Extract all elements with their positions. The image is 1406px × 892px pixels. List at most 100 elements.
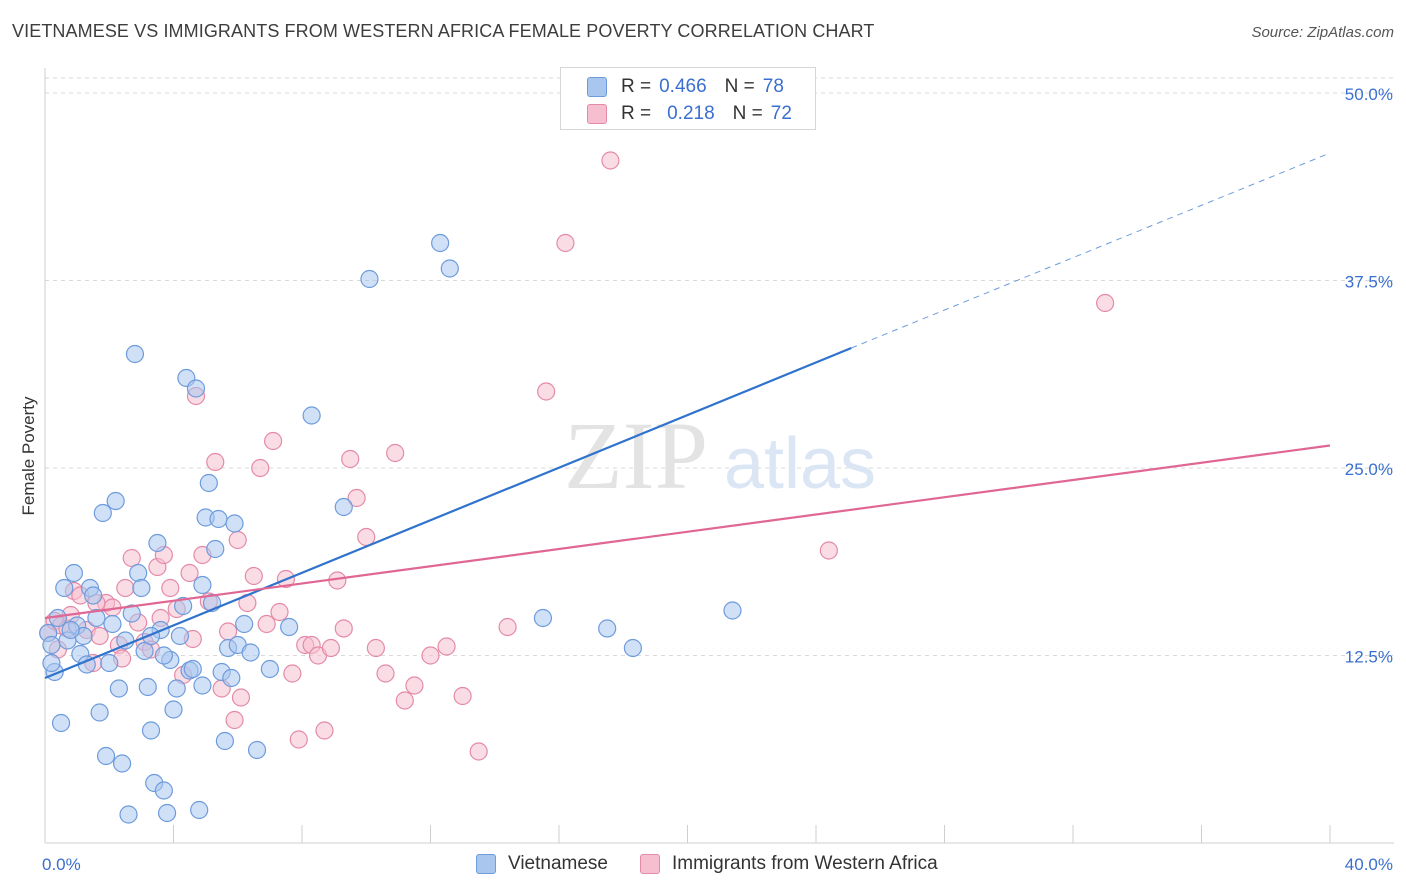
western-africa-point	[601, 151, 620, 170]
vietnamese-point	[186, 379, 206, 398]
western-africa-point	[366, 638, 385, 658]
vietnamese-point	[623, 638, 642, 658]
correlation-legend: R = 0.466 N = 78 R = 0.218 N = 72	[560, 67, 816, 130]
vietnamese-point	[241, 643, 260, 662]
vietnamese-point	[112, 754, 132, 773]
y-axis-label: Female Poverty	[19, 396, 38, 516]
western-africa-point	[537, 382, 556, 401]
western-africa-point	[376, 664, 395, 683]
vietnamese-point	[129, 563, 148, 583]
vietnamese-point	[55, 578, 74, 598]
vietnamese-point	[42, 653, 61, 673]
western-africa-point	[228, 530, 247, 550]
watermark-atlas: atlas	[724, 424, 876, 504]
vietnamese-point	[42, 635, 61, 655]
western-africa-point	[334, 619, 353, 638]
vietnamese-point	[225, 514, 244, 533]
vietnamese-point	[533, 608, 553, 628]
vietnamese-point	[122, 604, 141, 623]
vietnamese-point	[90, 703, 109, 722]
vietnamese-point	[87, 608, 106, 628]
y-tick-label: 50.0%	[1345, 85, 1393, 104]
western-africa-point	[321, 638, 341, 658]
chart-title: VIETNAMESE VS IMMIGRANTS FROM WESTERN AF…	[12, 21, 875, 41]
western-africa-point	[231, 688, 251, 707]
legend-label-vietnamese: Vietnamese	[508, 853, 608, 874]
western-africa-point	[180, 563, 199, 583]
vietnamese-point	[106, 491, 125, 511]
western-africa-point	[283, 664, 302, 683]
western-africa-point	[122, 548, 141, 568]
western-africa-point	[405, 676, 424, 695]
western-africa-point	[270, 602, 289, 622]
x-tick-label-min: 0.0%	[42, 855, 81, 874]
y-tick-label: 12.5%	[1345, 648, 1393, 667]
legend-n-value: 78	[762, 76, 784, 97]
vietnamese-point	[51, 713, 71, 733]
watermark-zip: ZIP	[564, 402, 708, 509]
legend-row-western-africa: R = 0.218 N = 72	[587, 102, 792, 126]
western-africa-point	[347, 488, 366, 508]
vietnamese-point	[598, 619, 617, 638]
y-tick-labels: 12.5% 25.0% 37.5% 50.0%	[1345, 85, 1393, 667]
vietnamese-point	[61, 620, 80, 640]
western-africa-point	[116, 578, 135, 598]
vietnamese-point	[64, 563, 84, 583]
vietnamese-point	[96, 746, 116, 766]
western-africa-point	[1096, 293, 1115, 313]
legend-row-vietnamese: R = 0.466 N = 78	[587, 75, 784, 99]
vietnamese-point	[260, 659, 279, 679]
legend-r-label: R =	[621, 103, 652, 124]
legend-n-value: 72	[770, 103, 792, 124]
vietnamese-trend-extension	[851, 152, 1331, 349]
legend-r-value: 0.218	[667, 103, 715, 124]
western-africa-point	[469, 742, 488, 761]
vietnamese-point	[132, 578, 151, 598]
vietnamese-point	[193, 676, 212, 695]
western-africa-point	[161, 578, 180, 598]
vietnamese-point	[206, 539, 225, 559]
vietnamese-trend-line	[44, 346, 852, 680]
vietnamese-point	[723, 601, 742, 620]
x-tick-labels: 0.0% 40.0%	[42, 855, 1393, 874]
western-africa-trend-line	[44, 444, 1331, 620]
legend-n-label: N =	[732, 103, 763, 124]
legend-r-value: 0.466	[659, 76, 707, 97]
vietnamese-point	[109, 679, 128, 698]
vietnamese-point	[440, 259, 459, 278]
legend-item-vietnamese[interactable]: Vietnamese	[476, 853, 608, 875]
western-africa-point	[289, 730, 308, 749]
vietnamese-point	[334, 497, 353, 517]
legend-r-label: R =	[621, 76, 652, 97]
western-africa-point	[341, 449, 360, 469]
western-africa-point	[421, 646, 440, 665]
vietnamese-point	[164, 700, 183, 719]
legend-swatch-blue	[476, 854, 496, 874]
vietnamese-point	[141, 721, 161, 740]
watermark: ZIP atlas	[564, 402, 876, 509]
western-africa-point	[556, 233, 575, 253]
western-africa-point	[453, 686, 472, 706]
western-africa-point	[315, 721, 334, 740]
western-africa-point	[244, 566, 263, 586]
vietnamese-point	[93, 503, 112, 523]
series-vietnamese-points	[39, 233, 742, 824]
vietnamese-point	[222, 668, 241, 688]
vietnamese-point	[235, 614, 254, 634]
vietnamese-point	[247, 740, 267, 760]
western-africa-point	[263, 431, 283, 451]
legend-swatch-pink	[587, 104, 607, 124]
vietnamese-point	[360, 269, 379, 289]
vietnamese-point	[119, 805, 138, 824]
vietnamese-point	[209, 509, 228, 529]
vietnamese-point	[193, 575, 212, 595]
legend-n-label: N =	[724, 76, 755, 97]
vietnamese-point	[157, 803, 177, 823]
gridlines	[45, 77, 1394, 656]
legend-swatch-blue	[587, 77, 607, 97]
legend-item-western-africa[interactable]: Immigrants from Western Africa	[640, 853, 938, 875]
vietnamese-point	[154, 781, 173, 800]
western-africa-point	[395, 691, 414, 710]
western-africa-point	[206, 452, 225, 472]
